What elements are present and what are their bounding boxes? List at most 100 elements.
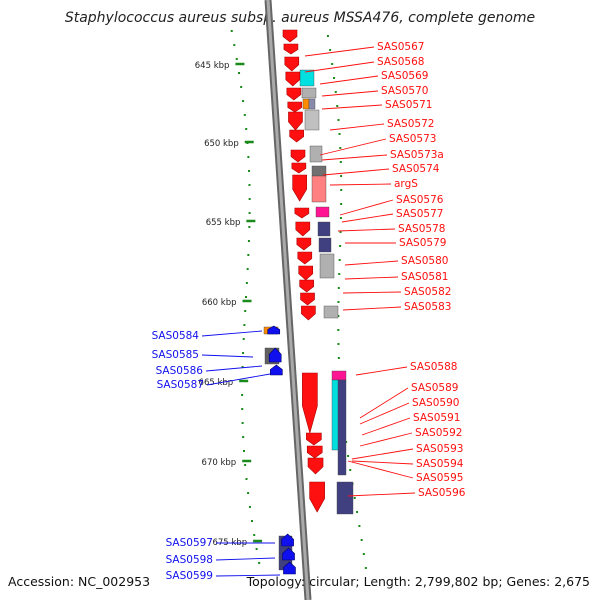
gc-dot — [356, 511, 359, 513]
gc-dot — [245, 296, 248, 298]
gc-dot — [334, 91, 337, 93]
gene-label-sas0588[interactable]: SAS0588 — [410, 361, 457, 373]
gene-label-sas0576[interactable]: SAS0576 — [396, 194, 444, 206]
reverse-gene-arrow — [268, 347, 282, 363]
gc-dot — [337, 343, 340, 345]
gc-dot — [337, 119, 340, 121]
feature-box — [319, 253, 335, 279]
gene-label-sas0591[interactable]: SAS0591 — [413, 412, 460, 424]
gene-label-sas0569[interactable]: SAS0569 — [381, 70, 428, 82]
gene-label-sas0586[interactable]: SAS0586 — [156, 365, 204, 377]
gene-label-sas0578[interactable]: SAS0578 — [398, 223, 445, 235]
gc-dot — [337, 301, 340, 303]
gc-dot — [339, 231, 342, 233]
gene-label-sas0589[interactable]: SAS0589 — [411, 382, 458, 394]
gc-dot — [241, 422, 244, 424]
gc-dot — [340, 189, 343, 191]
gene-label-sas0595[interactable]: SAS0595 — [416, 472, 463, 484]
leader-line — [215, 557, 276, 561]
gene-label-sas0567[interactable]: SAS0567 — [377, 41, 424, 53]
gc-dot — [235, 58, 238, 60]
gene-label-sas0584[interactable]: SAS0584 — [152, 330, 200, 342]
gc-dot — [245, 478, 248, 480]
gc-dot — [248, 226, 251, 228]
feature-box — [323, 305, 339, 319]
gene-label-sas0599[interactable]: SAS0599 — [166, 570, 213, 582]
gc-dot — [331, 63, 334, 65]
gc-dot — [362, 553, 365, 555]
forward-gene-arrow — [284, 56, 300, 72]
gc-dot — [230, 30, 233, 32]
gene-label-sas0572[interactable]: SAS0572 — [387, 118, 434, 130]
gc-dot — [339, 161, 342, 163]
leader-line — [321, 90, 379, 97]
gene-label-sas0573[interactable]: SAS0573 — [389, 133, 436, 145]
tick-label: 670 kbp — [202, 458, 237, 468]
gc-dot — [247, 254, 250, 256]
forward-gene-arrow — [288, 111, 303, 131]
leader-line — [359, 432, 413, 447]
gene-label-sas0590[interactable]: SAS0590 — [412, 397, 459, 409]
gene-label-sas0594[interactable]: SAS0594 — [416, 458, 464, 470]
gene-label-args[interactable]: argS — [394, 178, 418, 190]
accession-text: Accession: NC_002953 — [8, 574, 151, 589]
gc-dot — [349, 469, 352, 471]
gene-label-sas0598[interactable]: SAS0598 — [166, 554, 213, 566]
feature-box — [336, 481, 354, 515]
leader-line — [304, 61, 375, 73]
tick-label: 650 kbp — [204, 139, 239, 149]
forward-gene-arrow — [302, 372, 318, 435]
gene-label-sas0582[interactable]: SAS0582 — [404, 286, 451, 298]
gene-label-sas0596[interactable]: SAS0596 — [418, 487, 466, 499]
gene-label-sas0585[interactable]: SAS0585 — [152, 349, 199, 361]
genome-backbone — [264, 0, 312, 600]
gene-arrows — [267, 29, 325, 575]
gc-dot — [244, 310, 247, 312]
feature-box — [299, 69, 315, 87]
gene-label-sas0593[interactable]: SAS0593 — [416, 443, 463, 455]
gc-dot — [360, 539, 363, 541]
gc-dot — [250, 520, 253, 522]
leader-line — [347, 460, 414, 479]
gene-label-sas0574[interactable]: SAS0574 — [392, 163, 440, 175]
backbone-highlight — [266, 0, 310, 600]
gene-label-sas0583[interactable]: SAS0583 — [404, 301, 451, 313]
gc-dot — [247, 492, 250, 494]
gene-label-sas0597[interactable]: SAS0597 — [166, 537, 213, 549]
forward-gene-arrow — [290, 149, 306, 163]
leader-line — [344, 260, 399, 266]
forward-gene-arrow — [295, 221, 311, 237]
feature-box — [304, 109, 320, 131]
forward-gene-arrow — [296, 237, 312, 251]
gene-label-sas0592[interactable]: SAS0592 — [415, 427, 462, 439]
gene-label-sas0579[interactable]: SAS0579 — [399, 237, 446, 249]
feature-box — [308, 98, 316, 110]
map-title: Staphylococcus aureus subsp. aureus MSSA… — [64, 10, 536, 26]
leader-line — [201, 330, 263, 337]
gc-dot — [340, 175, 343, 177]
gene-label-sas0581[interactable]: SAS0581 — [401, 271, 448, 283]
gene-label-sas0568[interactable]: SAS0568 — [377, 56, 424, 68]
gc-dot — [253, 534, 256, 536]
feature-box — [331, 370, 347, 381]
gene-label-sas0580[interactable]: SAS0580 — [401, 255, 448, 267]
forward-gene-arrow — [283, 43, 299, 55]
reverse-gene-arrow — [267, 325, 281, 335]
forward-gene-arrow — [294, 207, 310, 219]
leader-line — [319, 138, 387, 156]
gene-labels: SAS0567 SAS0568 SAS0569 SAS0570 SAS0571 SAS05… — [152, 41, 466, 582]
gc-dot — [243, 450, 246, 452]
gene-label-sas0587[interactable]: SAS0587 — [157, 379, 204, 391]
gene-label-sas0570[interactable]: SAS0570 — [381, 85, 428, 97]
gene-label-sas0577[interactable]: SAS0577 — [396, 208, 443, 220]
gc-dot — [337, 357, 340, 359]
gc-dot-track — [230, 30, 367, 569]
gc-dot — [326, 35, 329, 37]
gc-dot — [247, 156, 250, 158]
gene-label-sas0573a[interactable]: SAS0573a — [390, 149, 444, 161]
forward-gene-arrow — [285, 71, 301, 87]
gene-label-sas0571[interactable]: SAS0571 — [385, 99, 432, 111]
gc-dot — [248, 506, 251, 508]
